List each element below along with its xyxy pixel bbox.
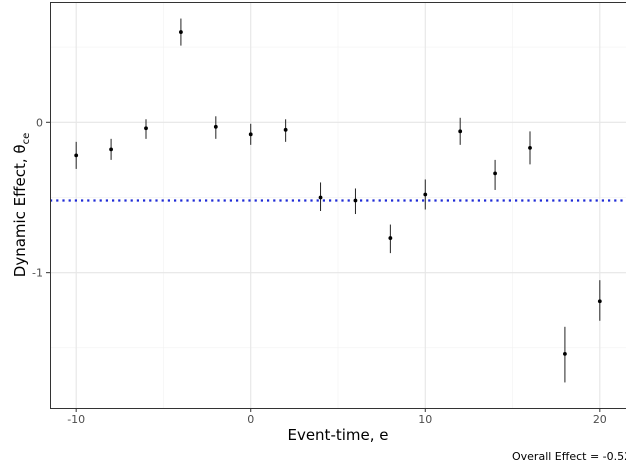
point-estimate	[388, 236, 392, 240]
point-estimate	[598, 299, 602, 303]
point-estimate	[493, 172, 497, 176]
y-axis-title: Dynamic Effect, θce	[11, 133, 32, 277]
point-estimate	[249, 132, 253, 136]
x-tick-label: 20	[593, 413, 607, 426]
point-estimate	[458, 129, 462, 133]
point-estimate	[284, 128, 288, 132]
y-tick-label: -1	[32, 267, 43, 280]
point-estimate	[109, 147, 113, 151]
point-estimate	[423, 193, 427, 197]
y-tick-label: 0	[36, 116, 43, 129]
point-estimate	[179, 30, 183, 34]
y-axis-ticks: 0 -1	[32, 116, 50, 279]
x-tick-label: 10	[418, 413, 432, 426]
x-axis-ticks: -10 0 10 20	[67, 408, 607, 426]
point-estimate	[354, 199, 358, 203]
point-estimate	[74, 153, 78, 157]
point-estimate	[144, 126, 148, 130]
x-tick-label: -10	[67, 413, 85, 426]
y-axis-title-subscript: ce	[21, 133, 32, 145]
point-estimate	[563, 352, 567, 356]
y-axis-title-main: Dynamic Effect, θ	[11, 144, 29, 277]
overall-effect-caption: Overall Effect = -0.52	[512, 450, 626, 463]
point-estimate	[319, 196, 323, 200]
x-axis-title: Event-time, e	[287, 426, 388, 444]
point-estimate	[214, 125, 218, 129]
point-estimate	[528, 146, 532, 150]
x-tick-label: 0	[247, 413, 254, 426]
